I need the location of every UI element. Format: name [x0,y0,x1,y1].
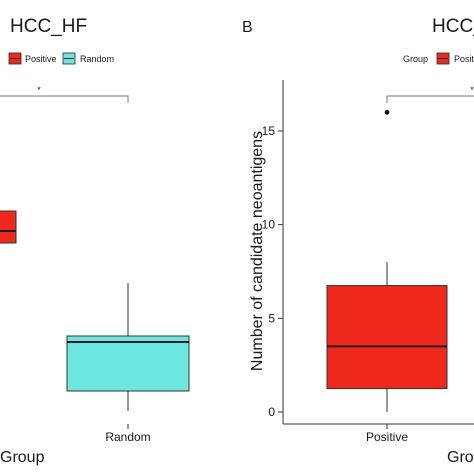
y-tick-label-0: 0 [268,405,275,419]
panel-b: B HCC_ Group Positi Number of candidate … [242,16,474,466]
panel-a-x-axis-label: Group [0,449,45,466]
panel-b-axes [282,80,474,425]
panel-a-significance: * [0,85,129,103]
x-tick-label-positive: Positive [366,430,408,444]
outlier-point-0 [384,109,390,115]
legend-b-positive-label: Positi [454,54,474,64]
panel-a: HCC_HF Positive Random * Random Group [0,16,190,466]
box-b-positive [326,285,448,390]
panel-b-letter: B [242,19,253,36]
significance-star-b: * [470,85,474,95]
legend-random-label: Random [80,54,114,64]
panel-b-marks [326,109,448,412]
y-tick-label-15: 15 [262,124,276,138]
significance-star: * [37,85,41,95]
panel-b-legend: Group Positi [403,52,474,65]
x-tick-label-random: Random [105,430,150,444]
panel-a-legend: Positive Random [8,52,114,65]
panel-a-title: HCC_HF [10,16,87,37]
box-random [66,335,190,392]
significance-bracket-b [386,95,474,103]
panel-b-title: HCC_ [432,16,474,37]
panel-a-plot: Random [0,210,190,444]
panel-b-x-axis-label: Gro [447,449,474,466]
panel-b-y-ticks: 0 5 10 15 [262,124,283,419]
legend-positive-label: Positive [25,54,57,64]
legend-title: Group [403,54,428,64]
panel-b-y-axis-label: Number of candidate neoantigens [249,131,266,371]
y-tick-label-10: 10 [262,218,276,232]
y-tick-label-5: 5 [268,311,275,325]
box-positive [0,210,17,244]
significance-bracket [0,95,129,103]
panel-b-significance: * [386,85,474,103]
